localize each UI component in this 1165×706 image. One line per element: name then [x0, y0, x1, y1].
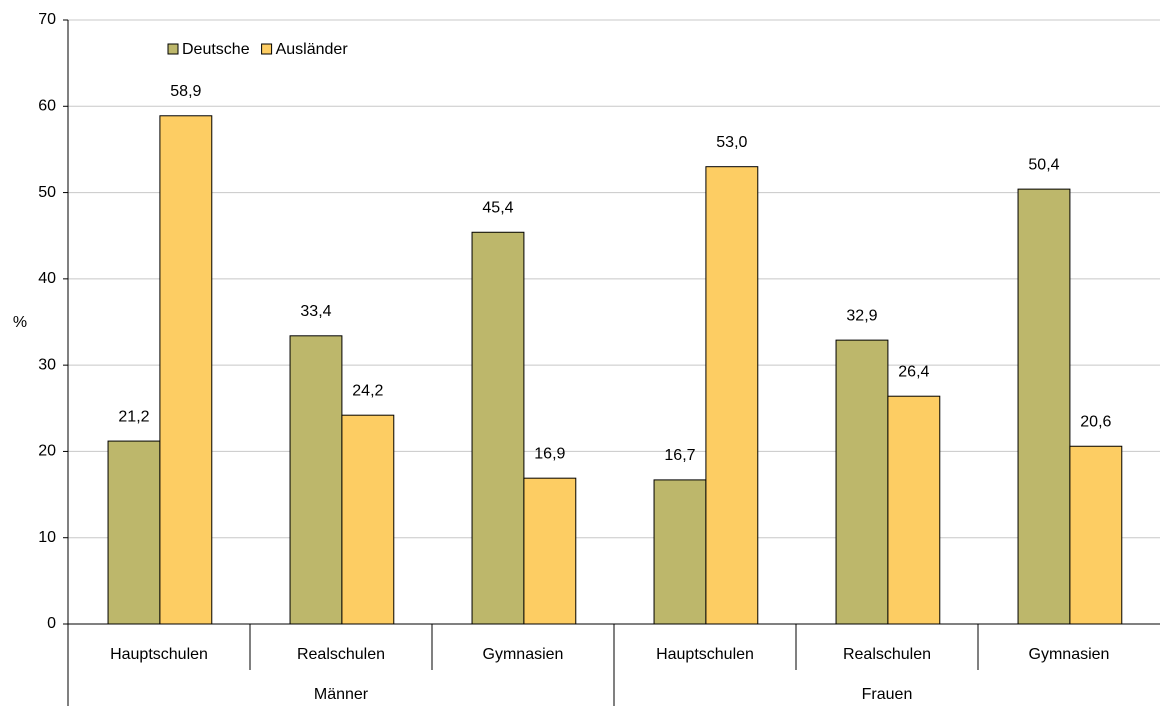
value-label: 24,2 [352, 382, 383, 399]
x-tick-label: Hauptschulen [656, 646, 754, 663]
bar [1017, 188, 1071, 625]
value-label: 45,4 [482, 199, 513, 216]
value-label: 20,6 [1080, 413, 1111, 430]
bar [341, 414, 395, 625]
bar [523, 477, 577, 625]
value-label: 16,7 [664, 447, 695, 464]
y-tick-label: 10 [38, 529, 56, 546]
bar [653, 479, 707, 625]
group-label: Männer [314, 686, 369, 703]
y-tick-label: 70 [38, 11, 56, 28]
x-tick-label: Gymnasien [1029, 646, 1110, 663]
y-tick-label: 50 [38, 184, 56, 201]
value-label: 32,9 [846, 307, 877, 324]
y-tick-label: 0 [47, 615, 56, 632]
bar [705, 166, 759, 625]
legend-label: Deutsche [182, 41, 250, 58]
value-label: 50,4 [1028, 156, 1059, 173]
bar [471, 231, 525, 625]
bar [289, 335, 343, 625]
value-label: 58,9 [170, 83, 201, 100]
value-label: 33,4 [300, 303, 331, 320]
x-tick-label: Gymnasien [483, 646, 564, 663]
bar [1069, 445, 1123, 625]
bar [887, 395, 941, 625]
y-tick-label: 20 [38, 443, 56, 460]
value-label: 26,4 [898, 363, 929, 380]
legend-swatch [167, 43, 179, 55]
bar [107, 440, 161, 625]
y-tick-label: 40 [38, 270, 56, 287]
bar [835, 339, 889, 625]
y-axis-label: % [13, 314, 27, 331]
value-label: 16,9 [534, 445, 565, 462]
value-label: 53,0 [716, 134, 747, 151]
legend-swatch [261, 43, 273, 55]
y-tick-label: 30 [38, 356, 56, 373]
y-tick-label: 60 [38, 98, 56, 115]
group-label: Frauen [862, 686, 913, 703]
bar [159, 115, 213, 625]
x-tick-label: Realschulen [297, 646, 385, 663]
legend-label: Ausländer [276, 41, 349, 58]
x-tick-label: Realschulen [843, 646, 931, 663]
x-tick-label: Hauptschulen [110, 646, 208, 663]
value-label: 21,2 [118, 408, 149, 425]
